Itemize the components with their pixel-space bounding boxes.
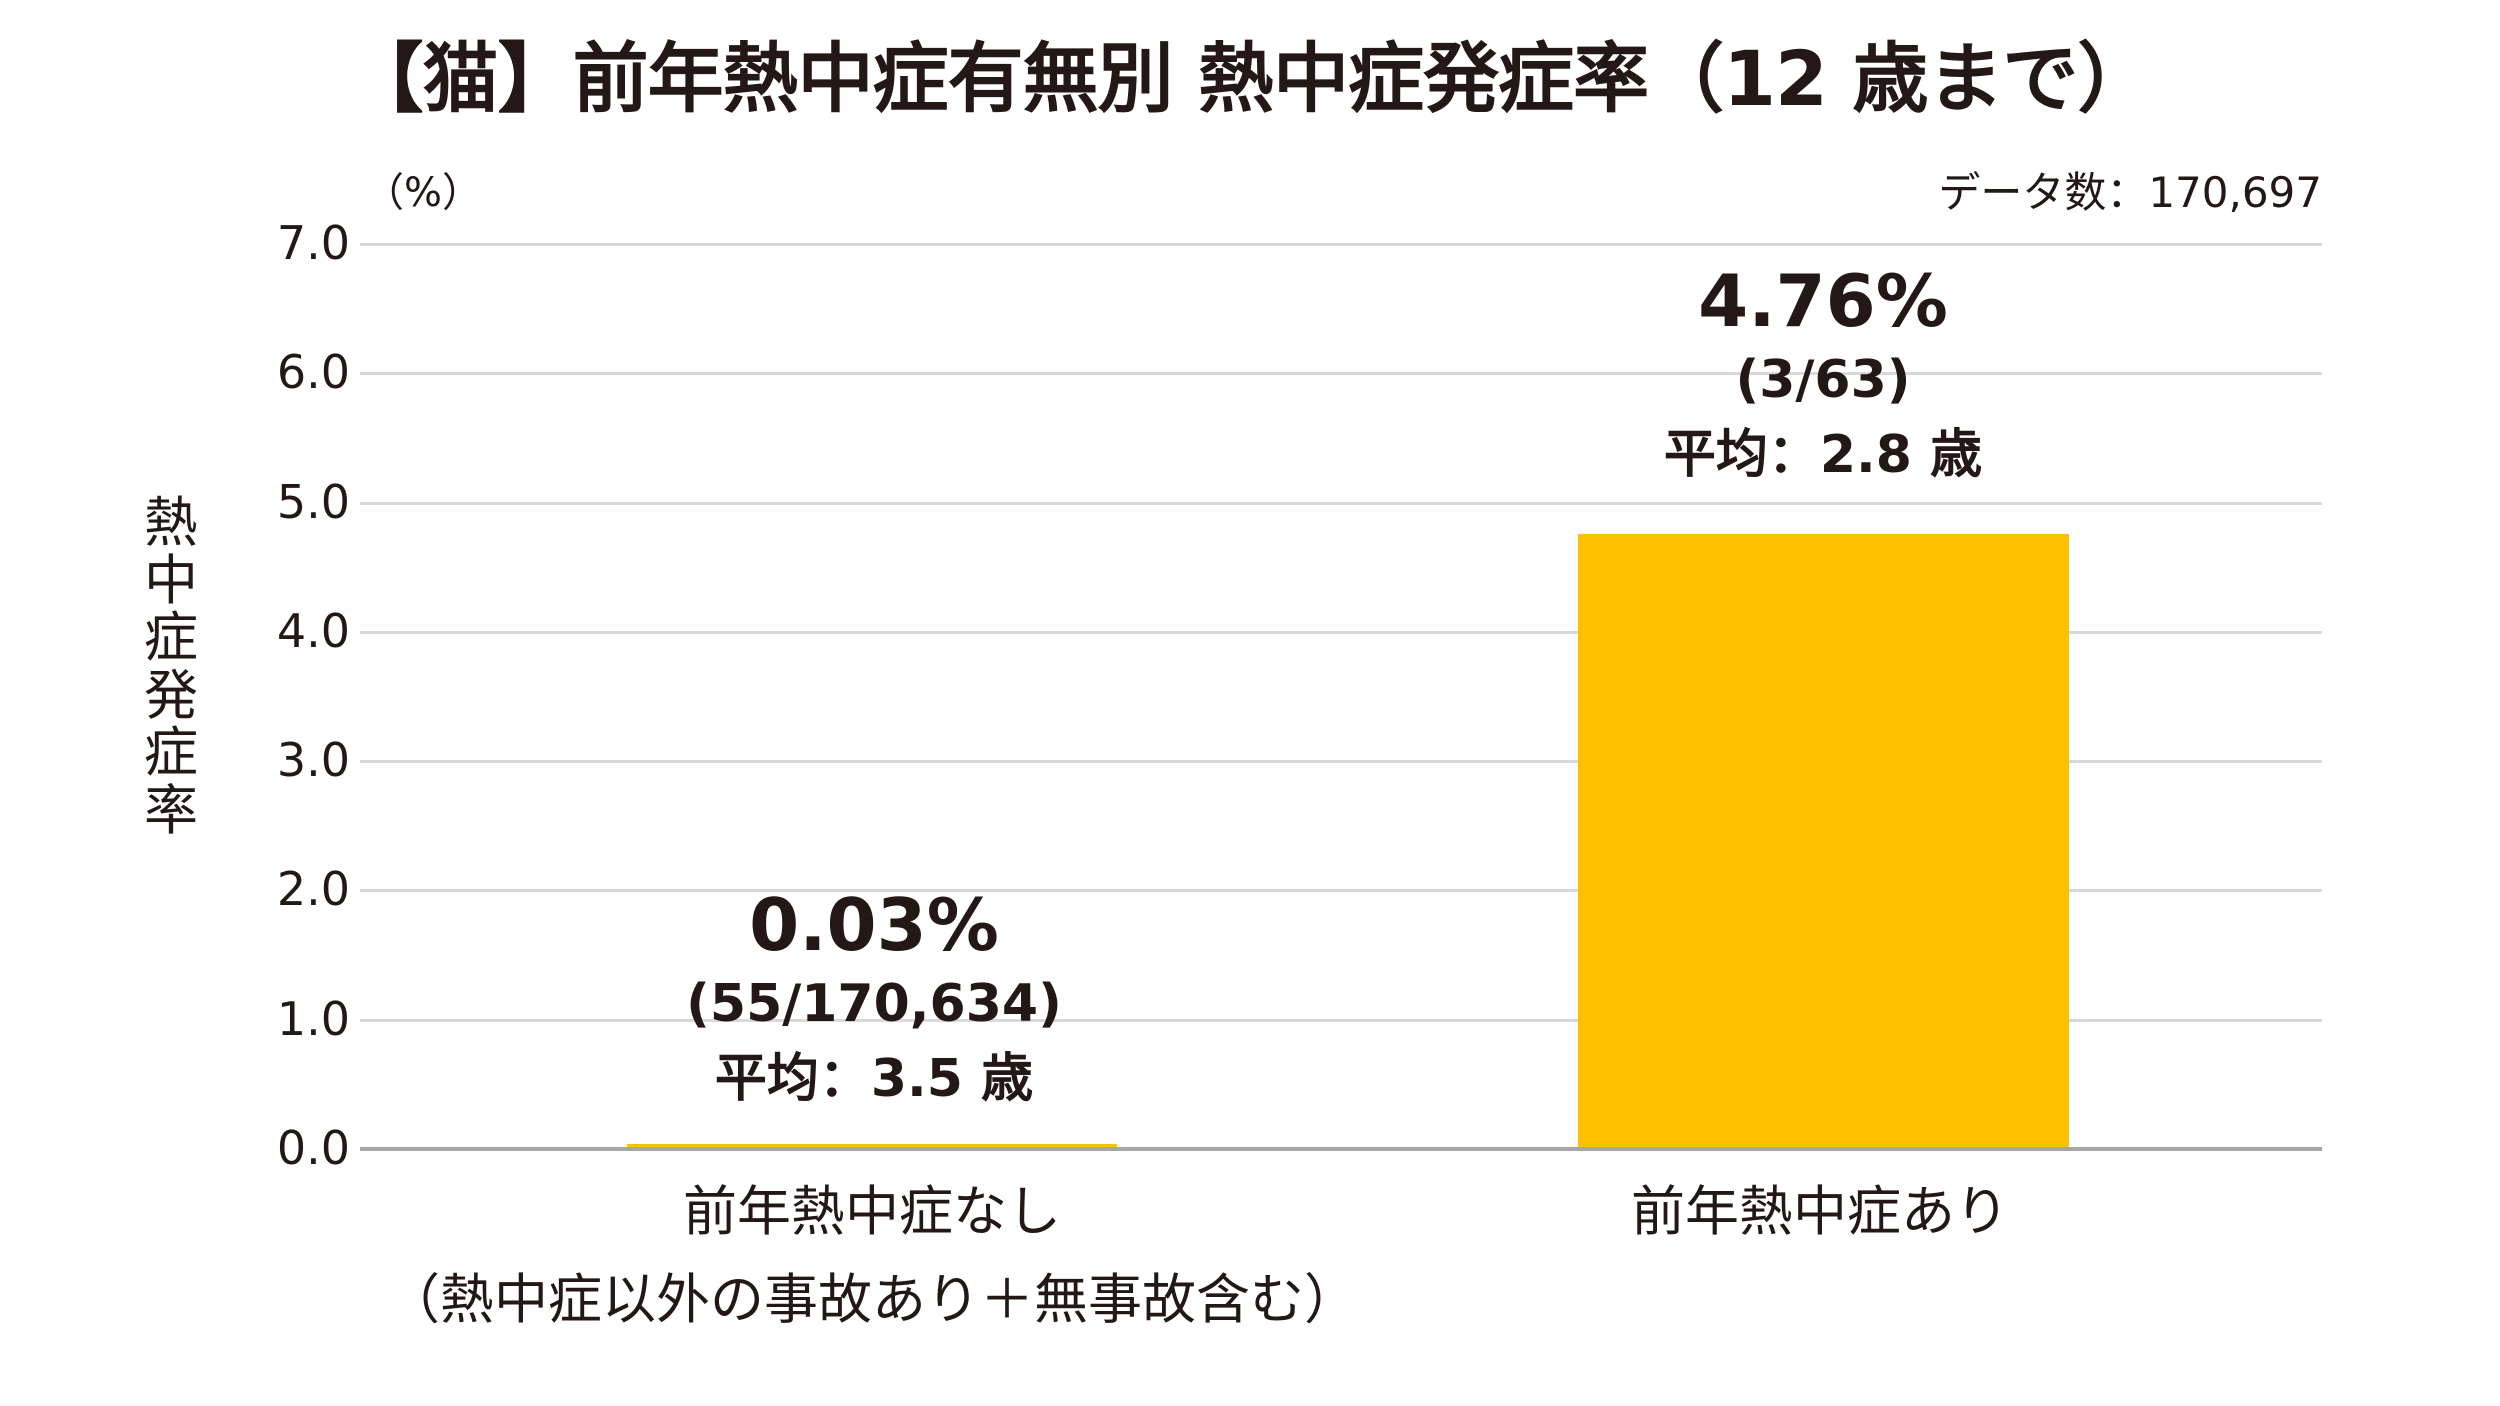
gridline-6	[360, 372, 2322, 375]
gridline-4	[360, 631, 2322, 634]
gridline-7	[360, 243, 2322, 246]
y-tick-label: 7.0	[276, 216, 350, 270]
bar-no-prior-heatstroke	[627, 1144, 1117, 1149]
bar-ratio-label: (3/63)	[1735, 350, 1911, 410]
bar-ratio-label: (55/170,634)	[686, 974, 1062, 1034]
y-axis-title-char: 発	[144, 663, 198, 727]
chart-title: 【猫】前年熱中症有無別 熱中症発症率（12 歳まで）	[347, 34, 2154, 123]
gridline-5	[360, 502, 2322, 505]
x-category-label-prior-heatstroke: 前年熱中症あり	[1270, 1168, 2370, 1256]
y-axis-title-char: 熱	[144, 491, 198, 554]
y-tick-label: 4.0	[276, 604, 350, 658]
bar-average-age-label: 平均：3.5 歳	[714, 1049, 1034, 1109]
y-axis-title-char: 症	[144, 721, 198, 784]
bar-average-age-label: 平均：2.8 歳	[1663, 425, 1983, 485]
y-tick-label: 0.0	[276, 1121, 350, 1175]
y-axis-title-char: 率	[144, 778, 198, 842]
bar-prior-heatstroke	[1578, 534, 2069, 1149]
y-tick-label: 3.0	[276, 733, 350, 787]
bar-value-label: 0.03%	[749, 883, 999, 967]
y-axis-title-char: 症	[144, 606, 198, 669]
plot-area: 7.0 6.0 5.0 4.0 3.0 2.0 1.0 0.0 0.03% (5…	[277, 218, 2322, 1173]
x-axis-baseline	[360, 1147, 2322, 1151]
bar-label-prior-heatstroke: 4.76% (3/63) 平均：2.8 歳	[1473, 258, 2173, 494]
x-category-label-line1: 前年熱中症あり	[1631, 1180, 2009, 1243]
data-count-label: データ数：170,697	[1938, 168, 2322, 217]
y-axis-unit-label: （%）	[364, 170, 483, 216]
y-axis-title-char: 中	[144, 548, 198, 612]
y-tick-label: 1.0	[276, 992, 350, 1046]
x-category-label-line1: 前年熱中症なし	[683, 1180, 1061, 1243]
bar-label-no-prior-heatstroke: 0.03% (55/170,634) 平均：3.5 歳	[524, 882, 1224, 1118]
gridline-2	[360, 889, 2322, 892]
x-category-label-line2: （熱中症以外の事故あり＋無事故含む）	[386, 1268, 1358, 1331]
gridline-1	[360, 1019, 2322, 1022]
y-tick-label: 5.0	[276, 475, 350, 529]
gridline-3	[360, 760, 2322, 763]
y-tick-label: 2.0	[276, 862, 350, 916]
y-axis-title: 熱 中 症 発 症 率	[140, 494, 202, 839]
bar-value-label: 4.76%	[1698, 259, 1948, 343]
y-tick-label: 6.0	[276, 345, 350, 399]
x-category-label-no-prior-heatstroke: 前年熱中症なし （熱中症以外の事故あり＋無事故含む）	[322, 1168, 1422, 1344]
